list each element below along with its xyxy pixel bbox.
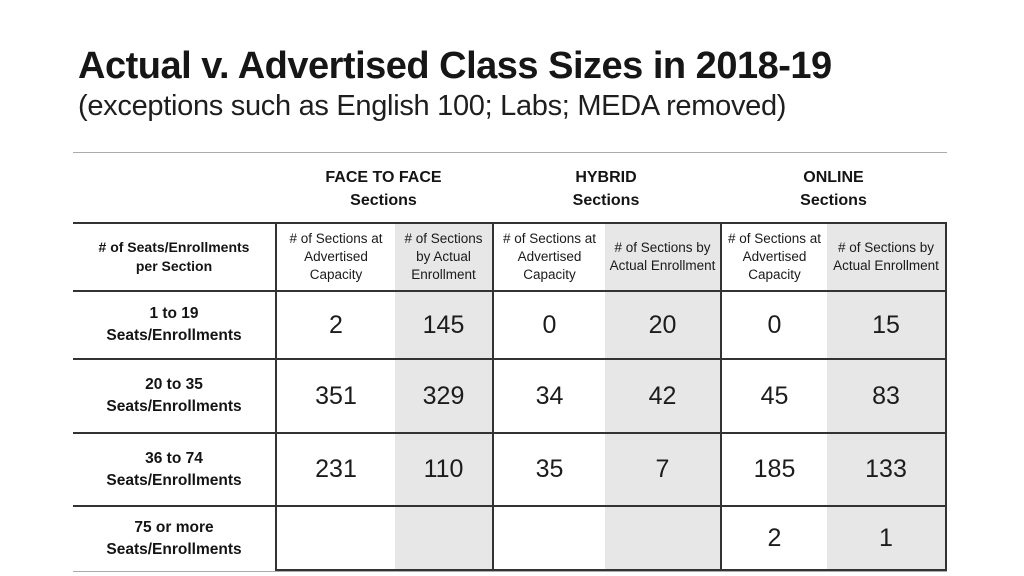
column-header-f2f-actual: # of Sections by Actual Enrollment (395, 222, 492, 290)
cell-online-actual: 15 (827, 290, 947, 358)
column-header-f2f-advertised: # of Sections at Advertised Capacity (275, 222, 395, 290)
cell-hybrid-advertised: 34 (492, 358, 605, 432)
group-header-online: ONLINE Sections (800, 168, 867, 209)
cell-online-actual: 83 (827, 358, 947, 432)
page-subtitle: (exceptions such as English 100; Labs; M… (78, 90, 787, 122)
class-sizes-table: FACE TO FACE Sections HYBRID Sections ON… (73, 155, 947, 571)
column-header-hybrid-actual: # of Sections by Actual Enrollment (605, 222, 720, 290)
page-title: Actual v. Advertised Class Sizes in 2018… (78, 45, 832, 87)
cell-f2f-actual (395, 505, 492, 571)
cell-online-advertised: 2 (720, 505, 827, 571)
column-header-online-actual: # of Sections by Actual Enrollment (827, 222, 947, 290)
title-block: Actual v. Advertised Class Sizes in 2018… (78, 44, 978, 124)
column-header-online-advertised: # of Sections at Advertised Capacity (720, 222, 827, 290)
cell-f2f-advertised (275, 505, 395, 571)
row-label-75-or-more: 75 or more Seats/Enrollments (73, 505, 275, 571)
cell-online-advertised: 0 (720, 290, 827, 358)
divider-bottom (73, 571, 947, 572)
cell-hybrid-advertised: 35 (492, 432, 605, 505)
row-label-1-to-19: 1 to 19 Seats/Enrollments (73, 290, 275, 358)
cell-online-advertised: 185 (720, 432, 827, 505)
cell-hybrid-actual: 7 (605, 432, 720, 505)
cell-f2f-actual: 329 (395, 358, 492, 432)
cell-hybrid-advertised: 0 (492, 290, 605, 358)
cell-f2f-actual: 145 (395, 290, 492, 358)
column-header-seats-per-section: # of Seats/Enrollments per Section (73, 222, 275, 290)
cell-hybrid-actual (605, 505, 720, 571)
cell-online-actual: 1 (827, 505, 947, 571)
cell-hybrid-actual: 20 (605, 290, 720, 358)
cell-hybrid-advertised (492, 505, 605, 571)
cell-online-actual: 133 (827, 432, 947, 505)
row-label-36-to-74: 36 to 74 Seats/Enrollments (73, 432, 275, 505)
row-label-20-to-35: 20 to 35 Seats/Enrollments (73, 358, 275, 432)
group-header-hybrid: HYBRID Sections (572, 168, 640, 209)
cell-f2f-advertised: 231 (275, 432, 395, 505)
group-header-spacer (73, 155, 275, 222)
cell-f2f-advertised: 351 (275, 358, 395, 432)
cell-hybrid-actual: 42 (605, 358, 720, 432)
group-header-face-to-face: FACE TO FACE Sections (325, 168, 442, 209)
cell-f2f-advertised: 2 (275, 290, 395, 358)
cell-f2f-actual: 110 (395, 432, 492, 505)
divider-under-title (73, 152, 947, 153)
column-header-hybrid-advertised: # of Sections at Advertised Capacity (492, 222, 605, 290)
cell-online-advertised: 45 (720, 358, 827, 432)
